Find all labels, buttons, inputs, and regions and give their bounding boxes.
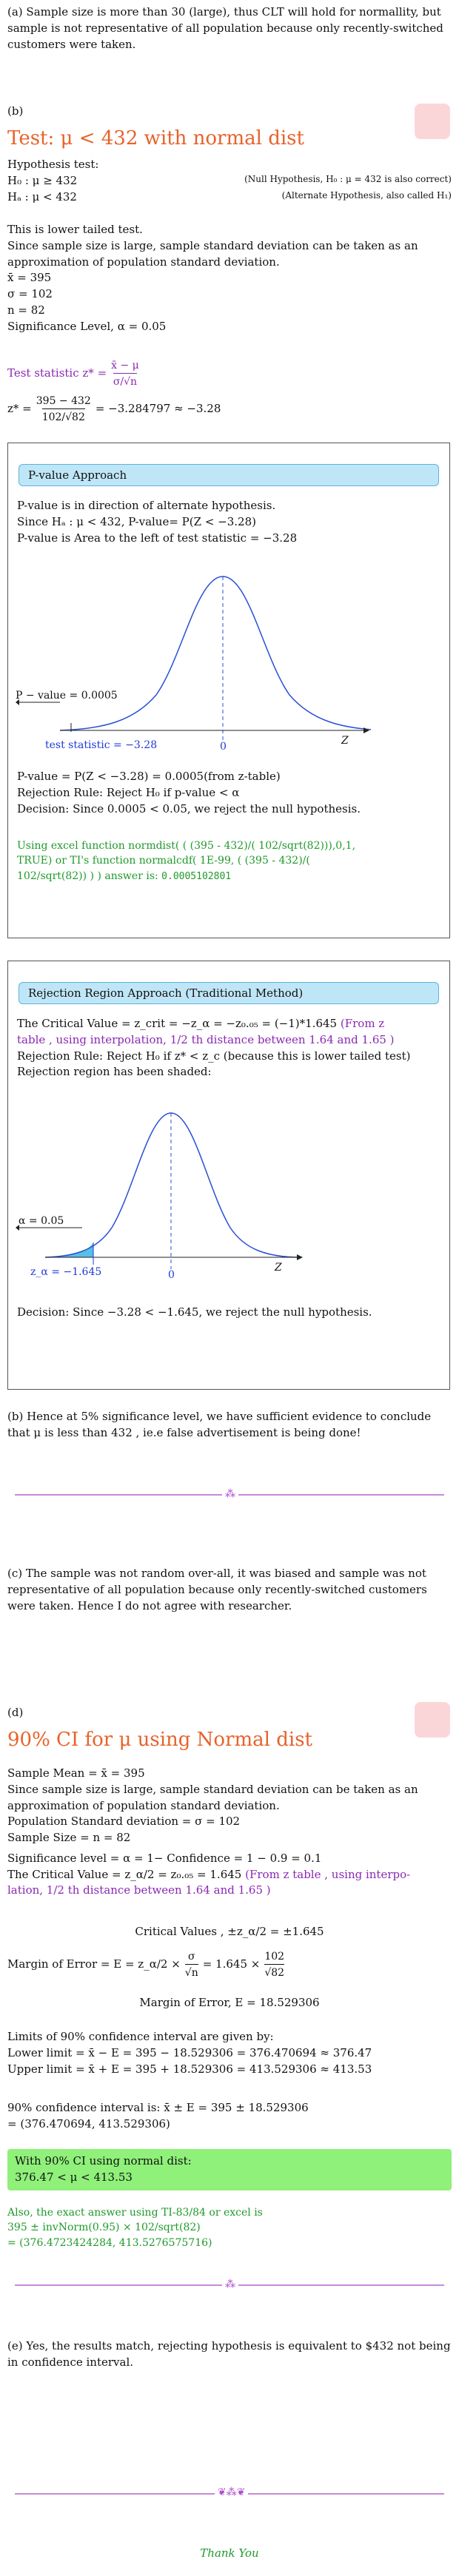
upper-limit: Upper limit = x̄ + E = 395 + 18.529306 =… [7, 2062, 372, 2076]
rejection-rule: Rejection Rule: Reject H₀ if z* < z_c (b… [17, 1049, 411, 1063]
part-b-conclusion: (b) Hence at 5% significance level, we h… [7, 1410, 432, 1439]
part-b-title: Test: μ < 432 with normal dist [7, 127, 304, 149]
margin-of-error-formula: Margin of Error = E = z_α/2 × σ √n = 1.6… [7, 1949, 452, 1981]
divider-ornament-icon-2: ⁂ [222, 2277, 238, 2293]
critical-graph-label: z_α = −1.645 [30, 1266, 101, 1278]
normal-curve-path [59, 576, 371, 731]
pvalue-approach-box: P-value Approach P-value is in direction… [7, 443, 450, 938]
rejection-z-arrow [297, 1254, 303, 1260]
approximation-text: Since sample size is large, sample stand… [7, 238, 418, 269]
pvalue-normal-curve: P − value = 0.0005 test statistic = −3.2… [16, 576, 371, 753]
rejection-heading: Rejection Region Approach (Traditional M… [19, 982, 439, 1004]
rejection-decision: Decision: Since −3.28 < −1.645, we rejec… [17, 1305, 372, 1319]
pvalue-line-3: P-value is Area to the left of test stat… [17, 531, 298, 545]
divider-ornament-icon: ⁂ [222, 1487, 238, 1502]
rejection-zero-label: 0 [168, 1269, 175, 1281]
ci-result: 90% confidence interval is: x̄ ± E = 395… [7, 2101, 309, 2131]
part-d-label: (d) [7, 1706, 24, 1719]
rejection-shaded: Rejection region has been shaded: [17, 1065, 212, 1079]
ci-summary-box: With 90% CI using normal dist: 376.47 < … [7, 2149, 452, 2190]
pvalue-line-2: Since Hₐ : μ < 432, P-value= P(Z < −3.28… [17, 514, 256, 528]
excel-note: Using excel function normdist( ( (395 - … [17, 840, 356, 882]
ti-note: Also, the exact answer using TI-83/84 or… [7, 2207, 263, 2249]
margin-of-error-result: Margin of Error, E = 18.529306 [139, 1996, 320, 2009]
end-ornament-icon: ❦⁂❦ [215, 2485, 249, 2501]
part-a-text: (a) Sample size is more than 30 (large),… [7, 5, 443, 51]
null-hypothesis: H₀ : μ ≥ 432 [7, 173, 78, 187]
part-e: (e) Yes, the results match, rejecting hy… [7, 2339, 451, 2369]
zero-label: 0 [220, 741, 227, 753]
alt-hypothesis: Hₐ : μ < 432 [7, 189, 77, 204]
part-d-title: 90% CI for μ using Normal dist [7, 1729, 312, 1751]
alpha-value: Significance Level, α = 0.05 [7, 319, 167, 333]
excel-answer: 0.0005102801 [161, 870, 232, 882]
rejection-normal-curve: α = 0.05 z_α = −1.645 0 Z [16, 1112, 303, 1281]
pvalue-line-4: P-value = P(Z < −3.28) = 0.0005(from z-t… [17, 770, 281, 783]
z-axis-arrow [363, 727, 369, 733]
n-value: n = 82 [7, 303, 45, 317]
pvalue-arrow [16, 699, 19, 705]
critical-values: Critical Values , ±z_α/2 = ±1.645 [135, 1925, 324, 1938]
test-statistic-formula: Test statistic z* = x̄ − μ σ/√n [7, 358, 452, 390]
pvalue-line-1: P-value is in direction of alternate hyp… [17, 499, 276, 512]
pvalue-graph-label: P − value = 0.0005 [16, 690, 118, 702]
alt-hypothesis-note: (Alternate Hypothesis, also called H₁) [281, 189, 452, 201]
pvalue-line-6: Decision: Since 0.0005 < 0.05, we reject… [17, 801, 361, 815]
alpha-graph-label: α = 0.05 [19, 1215, 64, 1227]
pvalue-heading: P-value Approach [19, 464, 439, 486]
brand-logo [415, 104, 450, 139]
hypothesis-block: Hypothesis test: H₀ : μ ≥ 432 (Null Hypot… [7, 157, 452, 205]
thank-you: Thank You [200, 2546, 259, 2560]
brand-logo-2 [415, 1702, 450, 1738]
lower-tailed-text: This is lower tailed test. [7, 223, 143, 236]
setup-block: This is lower tailed test. Since sample … [7, 222, 452, 334]
sigma-value: σ = 102 [7, 287, 53, 300]
stat-graph-label: test statistic = −3.28 [45, 739, 157, 751]
rejection-z-label: Z [274, 1262, 282, 1274]
xbar-value: x̄ = 395 [7, 271, 52, 285]
part-c: (c) The sample was not random over-all, … [7, 1567, 427, 1612]
z-calculation: z* = 395 − 432 102/√82 = −3.284797 ≈ −3.… [7, 394, 452, 426]
part-a: (a) Sample size is more than 30 (large),… [7, 4, 452, 53]
lower-limit: Lower limit = x̄ − E = 395 − 18.529306 =… [7, 2045, 372, 2059]
ci-setup: Sample Mean = x̄ = 395 Since sample size… [7, 1766, 418, 1897]
rejection-region-box: Rejection Region Approach (Traditional M… [7, 961, 450, 1390]
z-label: Z [341, 735, 349, 747]
ci-limits: Limits of 90% confidence interval are gi… [7, 2029, 452, 2077]
rejection-shaded-area [53, 1242, 93, 1257]
null-hypothesis-note: (Null Hypothesis, H₀ : μ = 432 is also c… [244, 173, 452, 184]
part-b-label: (b) [7, 104, 24, 118]
pvalue-line-5: Rejection Rule: Reject H₀ if p-value < α [17, 785, 240, 799]
alpha-arrow [16, 1225, 19, 1231]
hypothesis-label: Hypothesis test: [7, 158, 99, 171]
